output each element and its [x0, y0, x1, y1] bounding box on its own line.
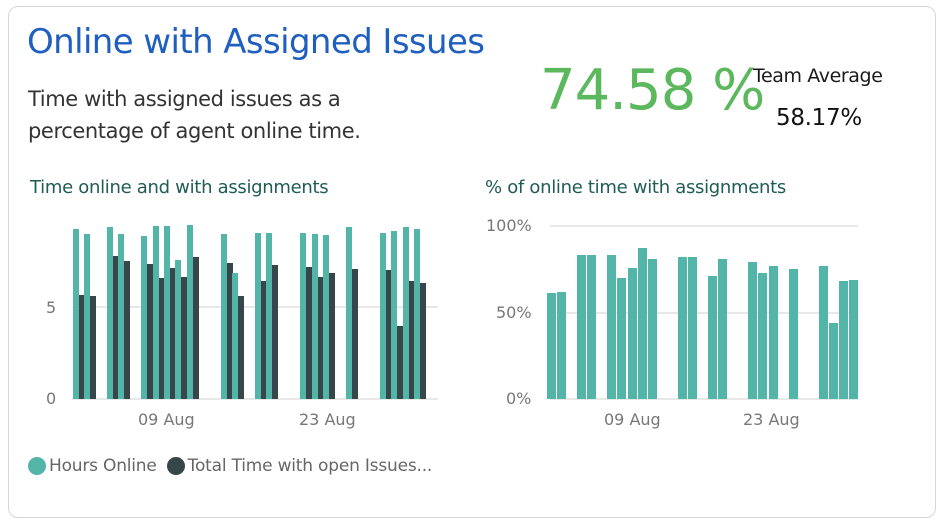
- bar-hours-online[interactable]: [220, 234, 227, 399]
- bar-percent-assigned[interactable]: [647, 258, 657, 399]
- bar-hours-online[interactable]: [152, 226, 159, 399]
- bar-time-with-issues[interactable]: [420, 282, 427, 399]
- bar-hours-online[interactable]: [323, 235, 330, 399]
- bar-time-with-issues[interactable]: [226, 262, 233, 399]
- bar-time-with-issues[interactable]: [272, 265, 279, 399]
- bar-percent-assigned[interactable]: [587, 255, 597, 399]
- bar-percent-assigned[interactable]: [818, 265, 828, 399]
- bar-hours-online[interactable]: [175, 259, 182, 399]
- legend-item-time-with-issues[interactable]: Total Time with open Issues...: [166, 456, 433, 476]
- bar-hours-online[interactable]: [232, 272, 239, 399]
- left-baseline: [72, 398, 438, 400]
- left-x-tick-09aug: 09 Aug: [138, 410, 195, 429]
- left-chart-title: Time online and with assignments: [30, 177, 329, 198]
- bar-hours-online[interactable]: [163, 226, 170, 399]
- bar-time-with-issues[interactable]: [317, 277, 324, 399]
- left-y-tick-5: 5: [46, 298, 57, 317]
- bar-percent-assigned[interactable]: [788, 269, 798, 399]
- bar-time-with-issues[interactable]: [385, 269, 392, 399]
- bar-percent-assigned[interactable]: [627, 267, 637, 399]
- right-y-tick-50: 50%: [496, 303, 532, 322]
- legend-label: Hours Online: [49, 456, 157, 476]
- bar-percent-assigned[interactable]: [687, 257, 697, 399]
- bar-percent-assigned[interactable]: [748, 262, 758, 399]
- card-description: Time with assigned issues as a percentag…: [28, 87, 361, 143]
- right-chart-title: % of online time with assignments: [485, 177, 786, 198]
- bar-hours-online[interactable]: [141, 236, 148, 399]
- bar-percent-assigned[interactable]: [607, 255, 617, 399]
- bar-percent-assigned[interactable]: [577, 255, 587, 399]
- bar-time-with-issues[interactable]: [397, 325, 404, 399]
- right-x-tick-23aug: 23 Aug: [743, 410, 800, 429]
- bar-time-with-issues[interactable]: [90, 295, 97, 399]
- bar-time-with-issues[interactable]: [238, 295, 245, 399]
- bar-percent-assigned[interactable]: [758, 272, 768, 399]
- visual-card: [8, 6, 936, 518]
- legend-label: Total Time with open Issues...: [187, 456, 433, 476]
- bar-hours-online[interactable]: [266, 233, 273, 399]
- bar-hours-online[interactable]: [391, 230, 398, 399]
- bar-time-with-issues[interactable]: [147, 263, 154, 399]
- right-x-tick-09aug: 09 Aug: [604, 410, 661, 429]
- bar-percent-assigned[interactable]: [637, 248, 647, 399]
- bar-hours-online[interactable]: [186, 225, 193, 399]
- bar-time-with-issues[interactable]: [79, 294, 85, 399]
- bar-time-with-issues[interactable]: [329, 272, 336, 399]
- bar-percent-assigned[interactable]: [617, 277, 627, 399]
- team-average-value: 58.17%: [776, 105, 862, 131]
- bar-percent-assigned[interactable]: [768, 265, 778, 399]
- bar-time-with-issues[interactable]: [124, 260, 131, 399]
- bar-percent-assigned[interactable]: [557, 291, 567, 399]
- team-average-label: Team Average: [753, 65, 883, 87]
- bar-hours-online[interactable]: [414, 228, 421, 399]
- bar-time-with-issues[interactable]: [408, 280, 415, 399]
- bar-hours-online[interactable]: [379, 233, 386, 399]
- bar-percent-assigned[interactable]: [547, 293, 556, 399]
- bar-percent-assigned[interactable]: [718, 258, 728, 399]
- right-baseline: [550, 398, 858, 400]
- bar-time-with-issues[interactable]: [181, 277, 188, 399]
- bar-percent-assigned[interactable]: [677, 257, 687, 399]
- left-x-tick-23aug: 23 Aug: [299, 410, 356, 429]
- bar-hours-online[interactable]: [300, 233, 307, 399]
- card-title: Online with Assigned Issues: [27, 22, 485, 62]
- bar-time-with-issues[interactable]: [351, 269, 358, 399]
- right-gridline-100: [550, 225, 858, 227]
- bar-hours-online[interactable]: [73, 228, 79, 399]
- bar-percent-assigned[interactable]: [828, 322, 838, 399]
- bar-time-with-issues[interactable]: [169, 268, 176, 399]
- bar-hours-online[interactable]: [311, 234, 318, 399]
- bar-percent-assigned[interactable]: [839, 281, 849, 399]
- right-y-tick-0: 0%: [506, 389, 532, 408]
- bar-hours-online[interactable]: [254, 233, 261, 399]
- bar-hours-online[interactable]: [345, 226, 352, 399]
- left-y-tick-0: 0: [46, 389, 57, 408]
- bar-time-with-issues[interactable]: [260, 280, 267, 399]
- right-y-tick-100: 100%: [486, 216, 532, 235]
- left-chart-legend: Hours Online Total Time with open Issues…: [28, 456, 442, 476]
- bar-hours-online[interactable]: [84, 234, 91, 399]
- bar-hours-online[interactable]: [402, 226, 409, 399]
- legend-dot-icon: [28, 457, 46, 475]
- legend-dot-icon: [166, 457, 185, 475]
- bar-percent-assigned[interactable]: [849, 279, 859, 399]
- bar-time-with-issues[interactable]: [192, 257, 199, 399]
- legend-item-hours-online[interactable]: Hours Online: [28, 456, 157, 476]
- bar-time-with-issues[interactable]: [113, 256, 120, 399]
- kpi-value: 74.58 %: [540, 58, 765, 123]
- bar-time-with-issues[interactable]: [306, 267, 313, 399]
- bar-hours-online[interactable]: [118, 234, 125, 399]
- bar-hours-online[interactable]: [107, 226, 114, 399]
- right-gridline-50: [550, 312, 858, 314]
- bar-time-with-issues[interactable]: [158, 278, 165, 399]
- bar-percent-assigned[interactable]: [708, 276, 718, 399]
